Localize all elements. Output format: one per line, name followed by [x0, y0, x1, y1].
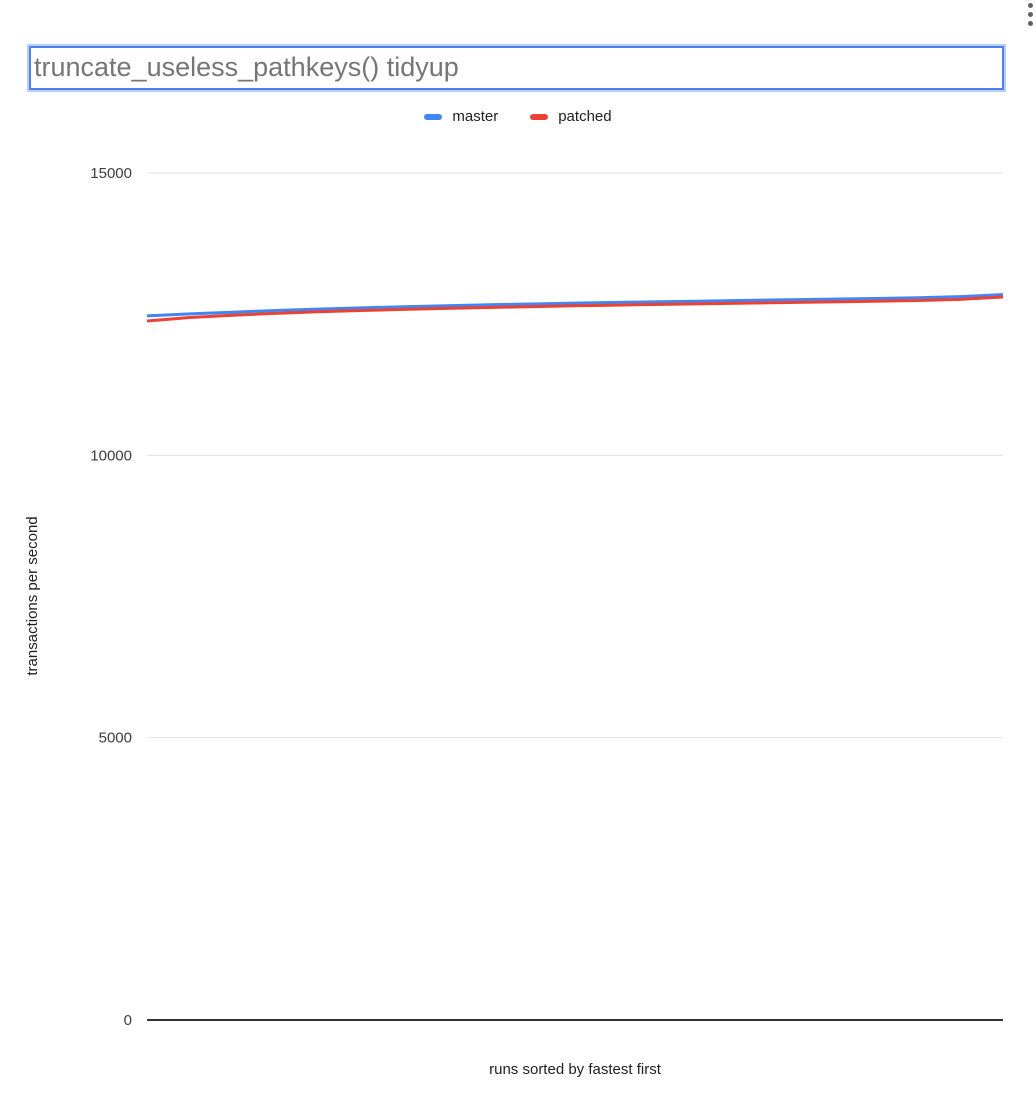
y-axis-tick-labels: 0 5000 10000 15000 — [90, 165, 132, 1029]
legend-label: master — [452, 108, 499, 125]
y-tick-label: 0 — [124, 1012, 132, 1029]
menu-dot — [1027, 12, 1033, 17]
chart-title-box[interactable] — [29, 46, 1004, 90]
more-options-icon[interactable] — [1024, 2, 1036, 27]
legend-item-patched[interactable]: patched — [530, 108, 612, 125]
master-series-swatch-icon — [424, 113, 443, 120]
y-axis-title: transactions per second — [24, 516, 41, 675]
chart-title-input[interactable] — [31, 48, 1002, 88]
menu-dot — [1027, 3, 1033, 8]
menu-dot — [1027, 21, 1033, 26]
gridlines — [147, 172, 1003, 1021]
y-tick-label: 10000 — [90, 447, 132, 464]
series-lines — [146, 293, 1004, 323]
x-axis-title: runs sorted by fastest first — [489, 1061, 662, 1078]
patched-series-swatch-icon — [530, 113, 549, 120]
y-tick-label: 5000 — [99, 730, 132, 747]
legend-item-master[interactable]: master — [424, 108, 498, 125]
y-tick-label: 15000 — [90, 165, 132, 182]
chart-legend: master patched — [0, 108, 1036, 125]
series-line-patched[interactable] — [146, 295, 1004, 323]
legend-label: patched — [558, 108, 612, 125]
series-line-master[interactable] — [146, 293, 1004, 318]
